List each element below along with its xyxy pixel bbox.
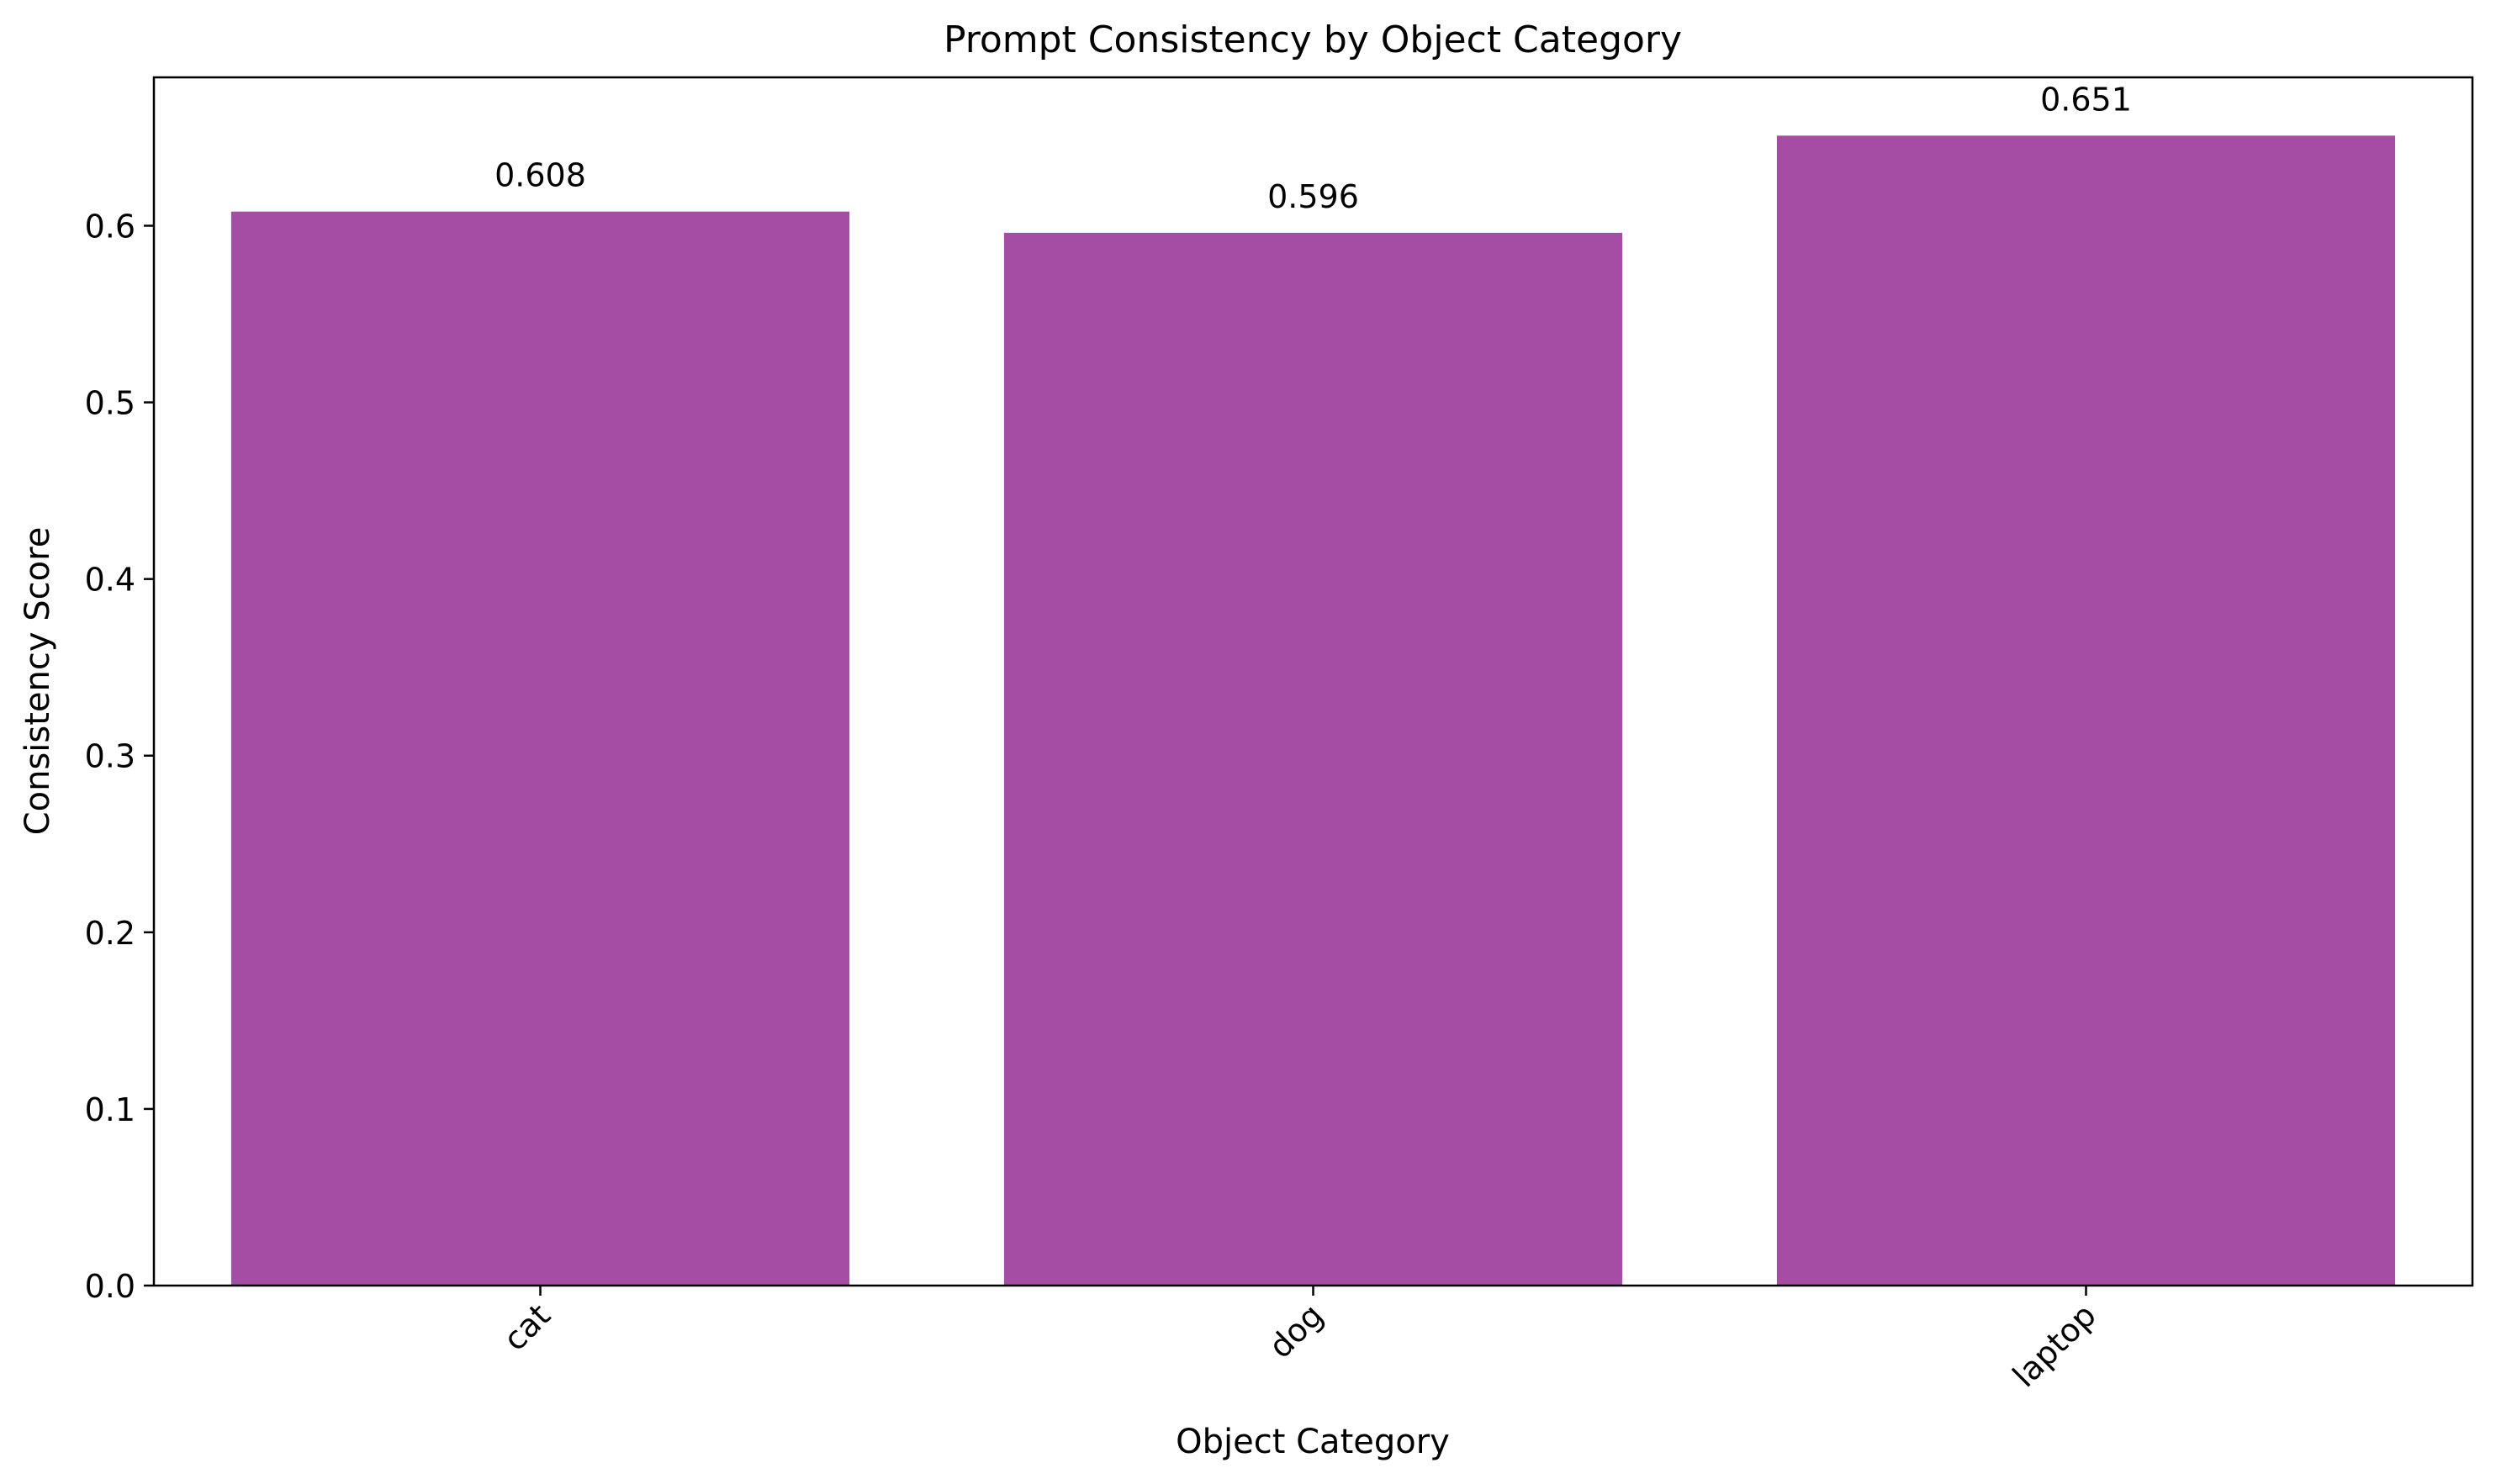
y-tick-label: 0.4 — [85, 562, 135, 599]
bar-dog — [1003, 232, 1623, 1286]
y-tick-label: 0.6 — [85, 208, 135, 245]
bar-laptop — [1776, 135, 2396, 1286]
y-axis-label: Consistency Score — [19, 527, 57, 836]
value-label-dog: 0.596 — [1267, 178, 1359, 215]
x-axis-label: Object Category — [1176, 1423, 1450, 1461]
value-label-cat: 0.608 — [494, 157, 586, 194]
bars-layer — [230, 135, 2396, 1286]
chart-title: Prompt Consistency by Object Category — [944, 18, 1682, 61]
value-label-laptop: 0.651 — [2040, 81, 2132, 118]
y-tick-label: 0.2 — [85, 915, 135, 952]
y-tick-label: 0.5 — [85, 385, 135, 422]
y-axis: 0.0 0.1 0.2 0.3 0.4 0.5 0.6 — [85, 208, 154, 1305]
y-tick-label: 0.0 — [85, 1268, 135, 1305]
y-tick-label: 0.3 — [85, 738, 135, 775]
bar-cat — [230, 211, 850, 1286]
value-labels-layer: 0.608 0.596 0.651 — [494, 81, 2132, 215]
y-tick-label: 0.1 — [85, 1091, 135, 1128]
